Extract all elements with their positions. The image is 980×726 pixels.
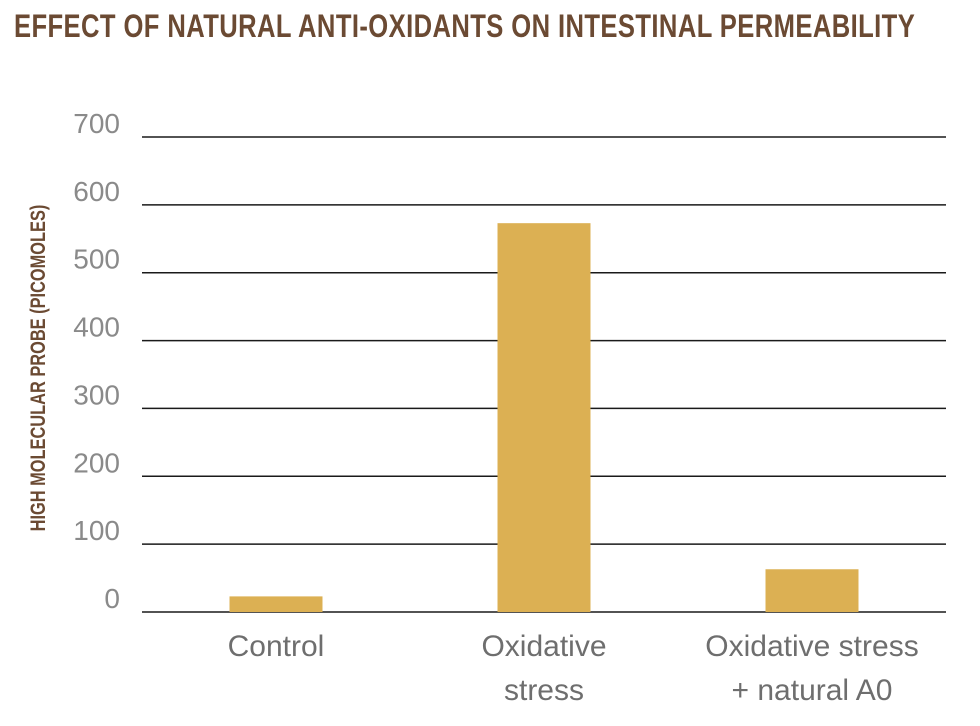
chart-title: Effect of Natural Anti-Oxidants on Intes… bbox=[14, 8, 916, 44]
y-tick-label: 0 bbox=[104, 583, 120, 614]
y-tick-label: 200 bbox=[73, 447, 120, 478]
bar bbox=[497, 223, 591, 612]
y-tick-label: 700 bbox=[73, 108, 120, 139]
y-tick-label: 300 bbox=[73, 379, 120, 410]
bars bbox=[229, 223, 859, 612]
y-tick-label: 500 bbox=[73, 244, 120, 275]
category-labels: Control Oxidative stress Oxidative stress + … bbox=[228, 630, 919, 707]
bar bbox=[765, 569, 859, 612]
category-label: Oxidative stress + natural A0 bbox=[705, 630, 918, 707]
category-label: Control bbox=[228, 630, 325, 663]
bar bbox=[229, 596, 323, 612]
y-tick-labels: 0 100 200 300 400 500 600 700 bbox=[73, 108, 120, 614]
y-tick-label: 600 bbox=[73, 176, 120, 207]
y-tick-label: 400 bbox=[73, 312, 120, 343]
y-tick-label: 100 bbox=[73, 515, 120, 546]
category-label: Oxidative stress bbox=[481, 630, 606, 707]
